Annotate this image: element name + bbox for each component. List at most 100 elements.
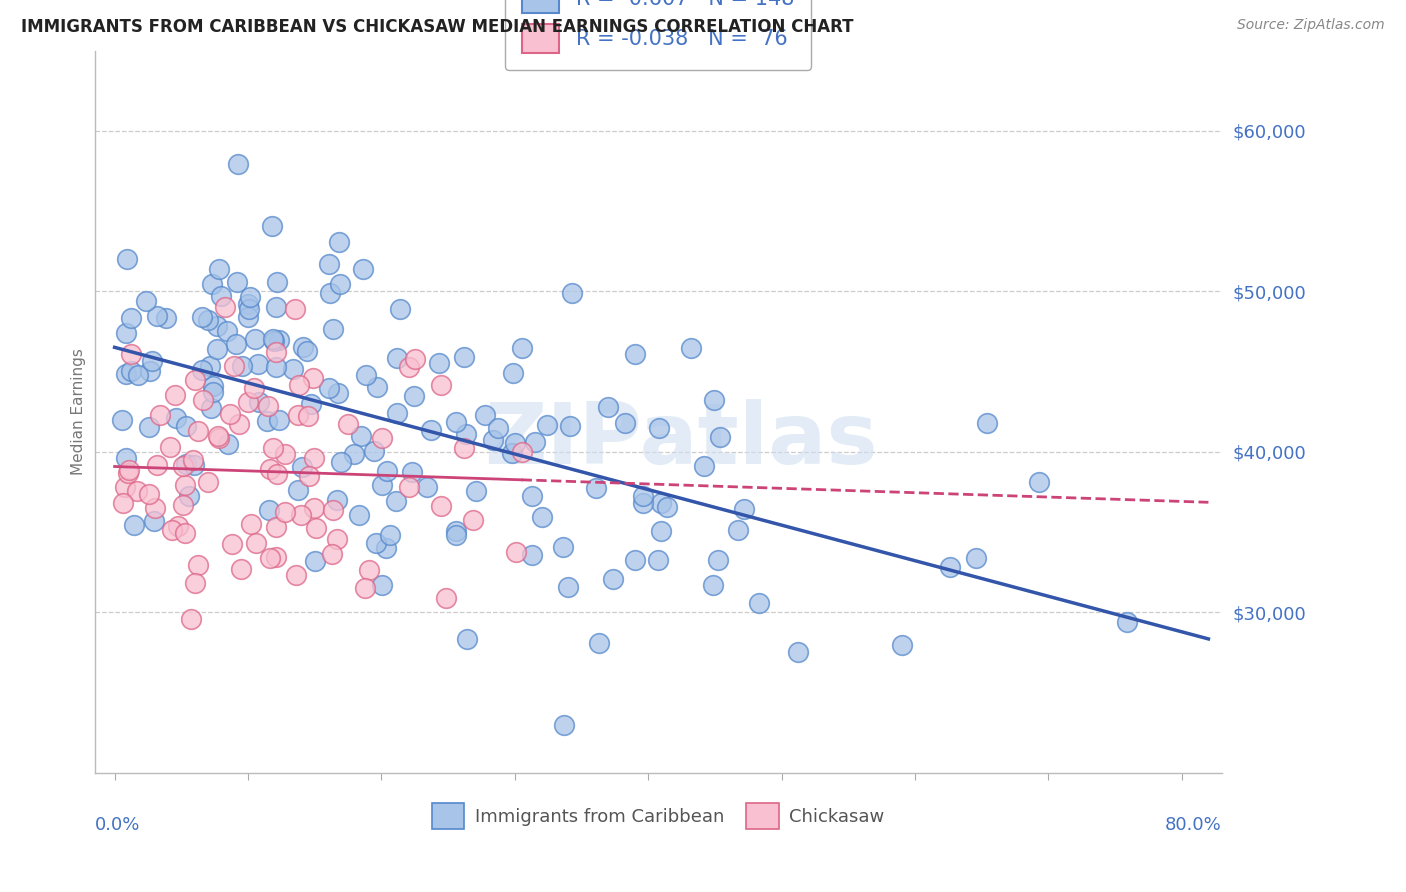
Point	[321, 547, 343, 561]
Point	[238, 394, 260, 409]
Point	[117, 467, 139, 481]
Point	[444, 416, 467, 430]
Point	[115, 326, 138, 340]
Point	[174, 419, 197, 434]
Point	[624, 552, 647, 566]
Point	[650, 495, 672, 509]
Point	[302, 451, 325, 466]
Point	[238, 301, 260, 316]
Point	[174, 526, 197, 541]
Point	[679, 341, 702, 355]
Point	[229, 562, 252, 576]
Point	[262, 219, 284, 234]
Point	[343, 447, 366, 461]
Point	[181, 453, 204, 467]
Point	[375, 464, 398, 478]
Point	[401, 465, 423, 479]
Point	[1028, 475, 1050, 490]
Point	[184, 576, 207, 591]
Point	[965, 551, 987, 566]
Point	[236, 297, 259, 311]
Point	[505, 544, 527, 558]
Point	[305, 521, 328, 535]
Point	[290, 459, 312, 474]
Point	[650, 524, 672, 538]
Point	[318, 381, 340, 395]
Point	[319, 285, 342, 300]
Point	[115, 252, 138, 267]
Point	[322, 503, 344, 517]
Point	[402, 389, 425, 403]
Point	[259, 550, 281, 565]
Point	[748, 596, 770, 610]
Point	[284, 302, 307, 317]
Point	[225, 337, 247, 351]
Point	[419, 423, 441, 437]
Point	[461, 513, 484, 527]
Text: 80.0%: 80.0%	[1166, 816, 1222, 834]
Point	[325, 532, 347, 546]
Point	[159, 440, 181, 454]
Point	[191, 393, 214, 408]
Point	[501, 446, 523, 460]
Point	[135, 293, 157, 308]
Point	[179, 612, 201, 626]
Point	[155, 310, 177, 325]
Point	[239, 516, 262, 531]
Point	[172, 498, 194, 512]
Point	[207, 428, 229, 442]
Point	[523, 435, 546, 450]
Point	[387, 351, 409, 365]
Point	[197, 475, 219, 489]
Point	[174, 478, 197, 492]
Point	[318, 257, 340, 271]
Point	[503, 435, 526, 450]
Point	[142, 514, 165, 528]
Point	[263, 334, 285, 348]
Point	[353, 581, 375, 595]
Point	[111, 496, 134, 510]
Point	[787, 645, 810, 659]
Point	[976, 416, 998, 430]
Text: 0.0%: 0.0%	[94, 816, 141, 834]
Point	[702, 578, 724, 592]
Point	[585, 481, 607, 495]
Point	[444, 524, 467, 538]
Point	[201, 277, 224, 292]
Point	[596, 400, 619, 414]
Point	[120, 364, 142, 378]
Point	[283, 361, 305, 376]
Y-axis label: Median Earnings: Median Earnings	[72, 348, 86, 475]
Point	[602, 572, 624, 586]
Point	[125, 483, 148, 498]
Point	[456, 632, 478, 646]
Point	[385, 494, 408, 508]
Point	[444, 528, 467, 542]
Point	[245, 535, 267, 549]
Point	[430, 499, 453, 513]
Point	[274, 447, 297, 461]
Point	[166, 519, 188, 533]
Point	[647, 552, 669, 566]
Point	[208, 431, 231, 445]
Point	[264, 300, 287, 314]
Point	[287, 409, 309, 423]
Point	[474, 408, 496, 422]
Point	[363, 443, 385, 458]
Point	[297, 409, 319, 423]
Point	[264, 549, 287, 564]
Point	[371, 431, 394, 445]
Point	[502, 367, 524, 381]
Point	[274, 505, 297, 519]
Point	[328, 235, 350, 249]
Point	[228, 417, 250, 431]
Point	[398, 480, 420, 494]
Point	[727, 524, 749, 538]
Point	[429, 356, 451, 370]
Point	[236, 310, 259, 324]
Point	[122, 518, 145, 533]
Point	[655, 500, 678, 514]
Point	[143, 500, 166, 515]
Point	[115, 451, 138, 466]
Point	[115, 368, 138, 382]
